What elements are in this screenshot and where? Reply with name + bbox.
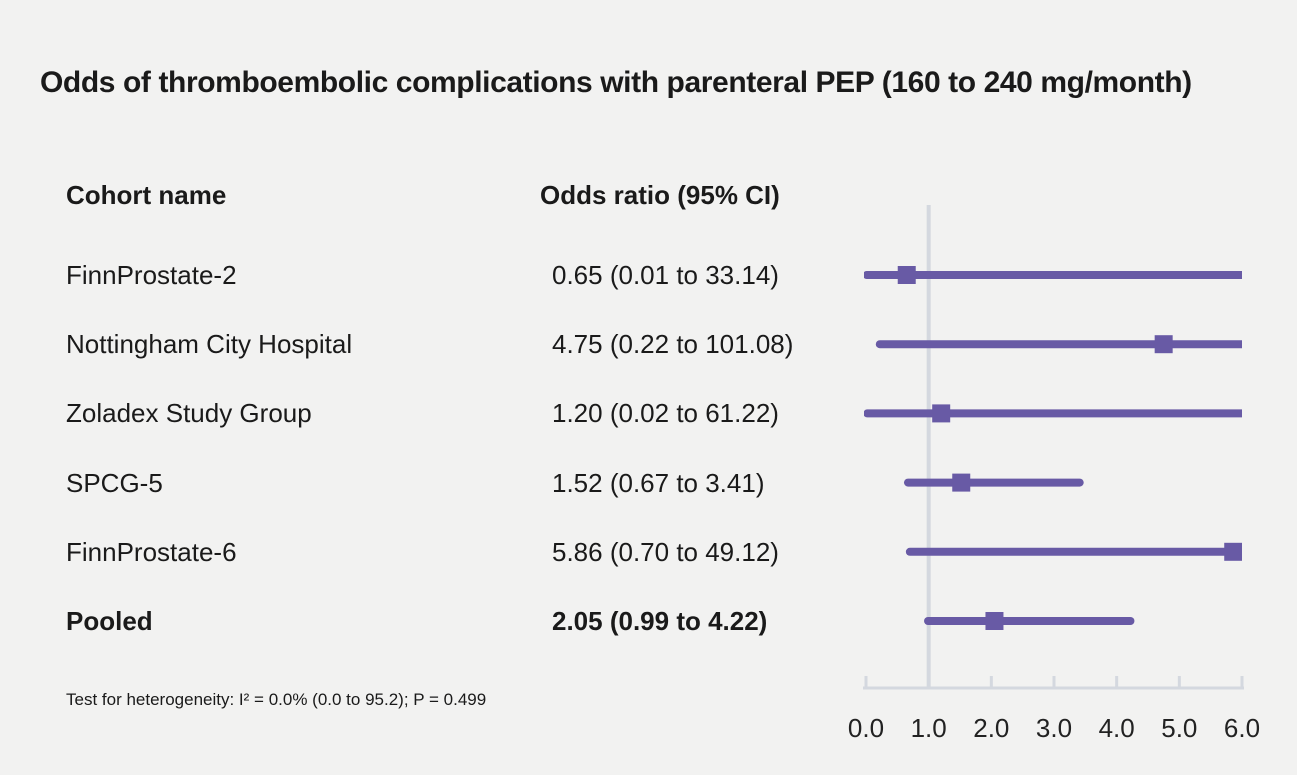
heterogeneity-footnote: Test for heterogeneity: I² = 0.0% (0.0 t… — [66, 690, 487, 709]
x-tick-label: 4.0 — [1099, 713, 1135, 743]
or-marker — [985, 612, 1004, 630]
or-marker — [932, 404, 951, 423]
odds-ratio-value: 1.52 (0.67 to 3.41) — [552, 467, 765, 498]
x-tick-label: 0.0 — [848, 713, 884, 743]
odds-ratio-value: 2.05 (0.99 to 4.22) — [552, 606, 768, 636]
odds-ratio-value: 1.20 (0.02 to 61.22) — [552, 398, 779, 429]
x-tick-label: 2.0 — [973, 713, 1009, 743]
cohort-name: FinnProstate-2 — [66, 260, 237, 290]
odds-ratio-value: 0.65 (0.01 to 33.14) — [552, 260, 779, 290]
chart-title: Odds of thromboembolic complications wit… — [40, 66, 1192, 99]
x-tick-label: 1.0 — [911, 713, 947, 743]
or-marker — [897, 266, 916, 284]
or-marker — [1224, 542, 1242, 561]
cohort-name: Zoladex Study Group — [66, 398, 312, 429]
cohort-name: FinnProstate-6 — [66, 536, 237, 567]
or-marker — [952, 473, 971, 492]
ci-group — [864, 266, 1242, 630]
x-tick-label: 3.0 — [1036, 713, 1072, 743]
cohort-name: Nottingham City Hospital — [66, 329, 353, 360]
cohort-name: SPCG-5 — [66, 467, 163, 498]
x-tick-label: 6.0 — [1224, 713, 1260, 743]
odds-ratio-value: 5.86 (0.70 to 49.12) — [552, 536, 779, 567]
column-header-odds: Odds ratio (95% CI) — [540, 180, 780, 210]
cohort-name: Pooled — [66, 606, 153, 636]
column-header-cohort: Cohort name — [66, 180, 227, 210]
or-marker — [1154, 335, 1173, 354]
odds-ratio-value: 4.75 (0.22 to 101.08) — [552, 329, 794, 360]
x-tick-label: 5.0 — [1161, 713, 1197, 743]
